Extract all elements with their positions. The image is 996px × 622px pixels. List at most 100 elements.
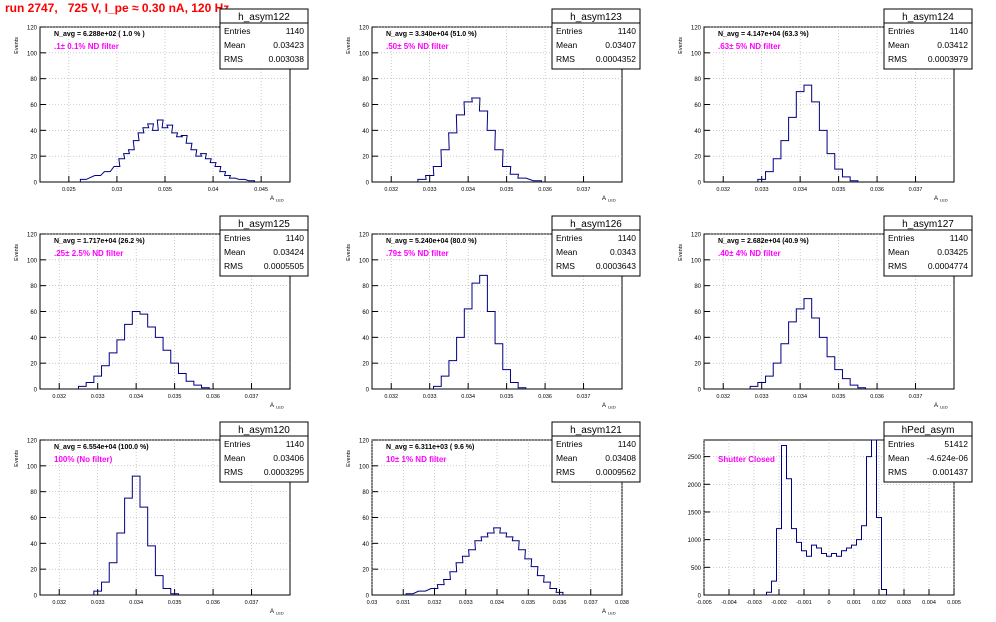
x-tick-label: 0.034 [461, 394, 475, 400]
histogram-line [433, 274, 527, 389]
y-tick-label: 40 [694, 129, 701, 135]
stats-value-mean: 0.03406 [273, 453, 304, 463]
y-axis-label: Events [678, 37, 684, 54]
y-tick-label: 0 [366, 594, 370, 600]
histogram-pad-h_asym123: 0 20 40 60 80 100 120 0.032 0.033 0.034 0.035 0.036… [346, 8, 641, 203]
y-tick-label: 120 [691, 26, 702, 32]
stats-value-mean: 0.03407 [605, 40, 636, 50]
y-tick-label: 100 [27, 258, 38, 264]
x-tick-label: 0.002 [872, 600, 886, 606]
stats-box-frame [883, 215, 973, 277]
y-tick-label: 40 [30, 129, 37, 135]
x-tick-label: 0.035 [832, 394, 846, 400]
stats-box-frame [551, 8, 641, 70]
histogram-pad-h_asym126: 0 20 40 60 80 100 120 0.032 0.033 0.034 0.035 0.036… [346, 215, 641, 410]
x-tick-label: -0.003 [746, 600, 762, 606]
stats-value-entries: 1140 [286, 26, 305, 36]
stats-key-rms: RMS [888, 261, 907, 271]
stats-key-entries: Entries [556, 439, 582, 449]
x-axis-label: A LED [602, 196, 616, 203]
x-tick-label: 0.037 [245, 600, 259, 606]
y-axis-label: Events [346, 37, 352, 54]
x-tick-label: 0.033 [423, 187, 437, 193]
y-tick-label: 60 [30, 310, 37, 316]
stats-key-rms: RMS [224, 467, 243, 477]
y-tick-label: 40 [362, 542, 369, 548]
x-tick-label: 0.037 [909, 187, 923, 193]
y-axis-label: Events [14, 37, 20, 54]
stats-box-frame [551, 215, 641, 277]
x-tick-label: 0.032 [716, 394, 730, 400]
y-tick-label: 20 [362, 568, 369, 574]
filter-label: 10± 1% ND filter [386, 455, 446, 464]
x-axis-label: A LED [934, 196, 948, 203]
stats-box: h_asym121 Entries 1140 Mean 0.03408 RMS 0.0009… [551, 421, 641, 483]
stats-value-mean: 0.03424 [273, 247, 304, 257]
x-tick-label: 0.034 [793, 187, 807, 193]
stats-value-rms: 0.0009562 [596, 467, 636, 477]
histogram-pad-h_asym125: 0 20 40 60 80 100 120 0.032 0.033 0.034 0.035 0.036… [14, 215, 309, 410]
x-tick-label: 0.034 [129, 394, 143, 400]
stats-value-entries: 1140 [950, 233, 969, 243]
stats-key-entries: Entries [888, 26, 914, 36]
x-tick-label: 0.034 [490, 600, 504, 606]
navg-annotation: N_avg = 1.717e+04 (26.2 %) [54, 238, 145, 245]
stats-value-mean: 0.03412 [937, 40, 968, 50]
filter-label: .63± 5% ND filter [718, 42, 781, 51]
x-axis-label: A LED [934, 403, 948, 410]
stats-key-rms: RMS [224, 261, 243, 271]
stats-box-frame [219, 215, 309, 277]
x-tick-label: 0.032 [384, 187, 398, 193]
stats-box: h_asym124 Entries 1140 Mean 0.03412 RMS 0.0003… [883, 8, 973, 70]
stats-box: h_asym125 Entries 1140 Mean 0.03424 RMS 0.0005… [219, 215, 309, 277]
y-tick-label: 0 [34, 388, 38, 394]
y-tick-label: 80 [694, 77, 701, 83]
y-tick-label: 100 [359, 258, 370, 264]
stats-value-mean: 0.03423 [273, 40, 304, 50]
histogram-pad-h_asym124: 0 20 40 60 80 100 120 0.032 0.033 0.034 0.035 0.036… [678, 8, 973, 203]
y-tick-label: 2000 [688, 483, 702, 489]
navg-annotation: N_avg = 6.311e+03 ( 9.6 %) [386, 444, 474, 451]
filter-label: 100% (No filter) [54, 455, 113, 464]
x-tick-label: -0.004 [721, 600, 737, 606]
stats-key-mean: Mean [556, 247, 578, 257]
x-tick-label: 0.038 [615, 600, 629, 606]
y-tick-label: 60 [362, 103, 369, 109]
y-tick-label: 80 [362, 490, 369, 496]
x-tick-label: 0.035 [168, 600, 182, 606]
x-tick-label: 0.032 [384, 394, 398, 400]
y-tick-label: 40 [694, 336, 701, 342]
y-tick-label: 80 [30, 284, 37, 290]
filter-label: .50± 5% ND filter [386, 42, 449, 51]
y-tick-label: 2500 [688, 455, 702, 461]
histogram-line [766, 439, 887, 595]
stats-box-title: h_asym127 [902, 219, 954, 230]
stats-value-rms: 0.001437 [933, 467, 969, 477]
navg-annotation: N_avg = 5.240e+04 (80.0 %) [386, 238, 477, 245]
x-tick-label: -0.002 [771, 600, 787, 606]
y-tick-label: 0 [698, 181, 702, 187]
stats-value-mean: -4.624e-06 [927, 453, 968, 463]
y-tick-label: 60 [30, 516, 37, 522]
stats-box-title: hPed_asym [902, 425, 955, 436]
y-tick-label: 0 [698, 594, 702, 600]
histogram-line [757, 84, 859, 182]
x-tick-label: 0.004 [922, 600, 936, 606]
navg-annotation: N_avg = 4.147e+04 (63.3 %) [718, 31, 809, 38]
histogram-line [77, 311, 210, 389]
stats-key-mean: Mean [224, 453, 246, 463]
stats-box-title: h_asym124 [902, 12, 954, 23]
y-tick-label: 500 [691, 566, 702, 572]
stats-box: h_asym120 Entries 1140 Mean 0.03406 RMS 0.0003… [219, 421, 309, 483]
y-tick-label: 60 [30, 103, 37, 109]
y-tick-label: 20 [694, 362, 701, 368]
x-tick-label: 0.036 [206, 600, 220, 606]
stats-key-mean: Mean [888, 40, 910, 50]
y-tick-label: 80 [30, 490, 37, 496]
y-tick-label: 20 [30, 568, 37, 574]
y-tick-label: 1000 [688, 538, 702, 544]
y-tick-label: 100 [691, 51, 702, 57]
stats-box-title: h_asym121 [570, 425, 622, 436]
y-tick-label: 100 [359, 51, 370, 57]
stats-value-rms: 0.0003295 [264, 467, 304, 477]
